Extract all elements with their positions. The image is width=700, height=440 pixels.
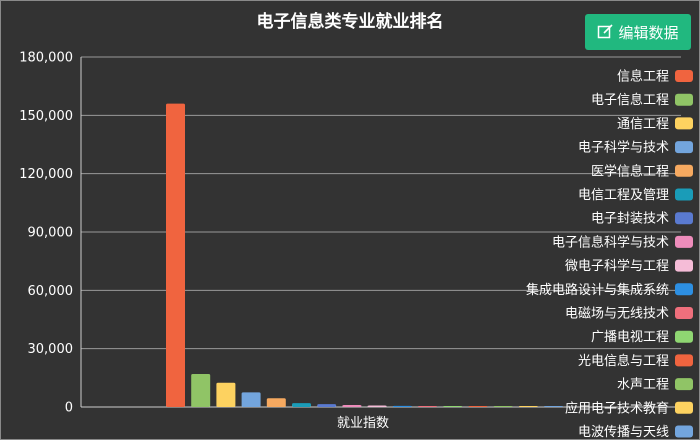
bar-15[interactable] <box>518 406 538 407</box>
bar-9[interactable] <box>367 405 387 407</box>
legend-label-4[interactable]: 电子科学与技术 <box>578 140 669 156</box>
legend-swatch-3[interactable] <box>675 117 693 130</box>
bar-4[interactable] <box>241 392 261 407</box>
legend-swatch-9[interactable] <box>675 259 693 272</box>
legend-swatch-5[interactable] <box>675 164 693 177</box>
legend-swatch-4[interactable] <box>675 141 693 154</box>
bar-8[interactable] <box>342 405 362 407</box>
y-tick-label: 150,000 <box>19 109 73 124</box>
legend-swatch-7[interactable] <box>675 212 693 225</box>
bar-1[interactable] <box>166 103 185 408</box>
bar-10[interactable] <box>392 405 412 407</box>
bar-2[interactable] <box>191 373 211 407</box>
edit-icon <box>598 24 614 39</box>
legend-label-9[interactable]: 微电子科学与工程 <box>565 258 669 274</box>
legend-label-10[interactable]: 集成电路设计与集成系统 <box>526 282 669 298</box>
legend-swatch-2[interactable] <box>675 93 693 106</box>
legend-label-5[interactable]: 医学信息工程 <box>591 163 669 179</box>
y-tick-label: 120,000 <box>19 167 73 182</box>
legend-swatch-14[interactable] <box>675 378 693 391</box>
legend-label-1[interactable]: 信息工程 <box>617 69 669 85</box>
edit-data-label: 编辑数据 <box>618 23 679 42</box>
legend-label-3[interactable]: 通信工程 <box>617 117 669 132</box>
bar-12[interactable] <box>443 406 463 407</box>
bar-7[interactable] <box>317 404 337 407</box>
legend-label-15[interactable]: 应用电子技术教育 <box>565 400 669 416</box>
bar-11[interactable] <box>418 406 437 407</box>
y-tick-label: 90,000 <box>28 226 74 241</box>
bar-16[interactable] <box>544 406 563 407</box>
legend-label-11[interactable]: 电磁场与无线技术 <box>565 307 669 322</box>
legend-swatch-1[interactable] <box>675 70 693 82</box>
bar-14[interactable] <box>493 406 513 407</box>
edit-data-button[interactable]: 编辑数据 <box>585 14 691 50</box>
bar-6[interactable] <box>292 403 311 407</box>
legend-swatch-11[interactable] <box>675 307 693 319</box>
legend-swatch-8[interactable] <box>675 235 693 248</box>
legend-swatch-6[interactable] <box>675 188 693 201</box>
legend-label-6[interactable]: 电信工程及管理 <box>578 188 669 203</box>
y-tick-label: 60,000 <box>28 284 74 299</box>
legend-swatch-13[interactable] <box>675 354 693 367</box>
chart-title: 电子信息类专业就业排名 <box>256 12 444 32</box>
legend-swatch-12[interactable] <box>675 330 693 343</box>
bar-3[interactable] <box>216 382 236 407</box>
legend-label-12[interactable]: 广播电视工程 <box>591 330 669 345</box>
x-category-label: 就业指数 <box>337 416 389 431</box>
legend-swatch-10[interactable] <box>675 283 693 296</box>
legend-label-8[interactable]: 电子信息科学与技术 <box>552 234 669 250</box>
legend-swatch-16[interactable] <box>675 425 693 438</box>
legend-label-16[interactable]: 电波传播与天线 <box>578 425 669 439</box>
bar-13[interactable] <box>468 406 488 407</box>
y-tick-label: 180,000 <box>19 51 73 66</box>
legend-label-14[interactable]: 水声工程 <box>617 378 669 393</box>
y-tick-label: 30,000 <box>28 342 74 357</box>
legend-label-7[interactable]: 电子封装技术 <box>591 212 669 227</box>
y-tick-label: 0 <box>65 401 73 416</box>
legend-label-2[interactable]: 电子信息工程 <box>591 92 669 108</box>
legend-swatch-15[interactable] <box>675 401 693 414</box>
bar-5[interactable] <box>266 398 286 407</box>
legend-label-13[interactable]: 光电信息与工程 <box>578 353 669 369</box>
